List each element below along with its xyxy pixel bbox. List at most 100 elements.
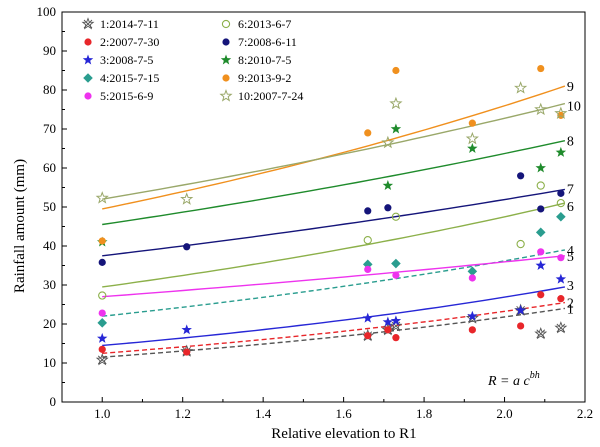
data-point [363,235,372,245]
data-point [392,66,400,75]
y-tick-label: 60 [43,160,56,175]
y-tick-label: 10 [43,355,56,370]
y-tick-label: 40 [43,238,56,253]
legend-label: 7:2008-6-11 [238,35,297,49]
legend-label: 10:2007-7-24 [238,89,303,103]
data-point [390,123,402,134]
fit-curves [102,85,566,358]
fit-curve [102,301,566,354]
x-tick-label: 1.0 [94,406,110,421]
data-point [364,332,372,340]
fit-curve [102,286,566,347]
data-point [384,204,392,212]
data-point [534,102,548,116]
data-point [535,227,546,238]
curve-number-label: 3 [567,279,574,294]
data-point [181,324,192,335]
formula-label: R = a cbh [487,370,540,389]
data-point [382,180,394,190]
fit-curve [102,255,565,298]
legend-label: 5:2015-6-9 [100,89,153,103]
legend-label: 9:2013-9-2 [238,71,291,85]
fit-curve [102,307,566,358]
data-point [95,353,109,366]
data-point [95,191,109,204]
data-point [392,334,400,342]
y-tick-label: 20 [43,316,56,331]
data-point [392,271,400,279]
y-tick-label: 70 [43,121,56,136]
legend-entry: 1:2014-7-11 [81,17,159,31]
data-point [557,254,565,262]
data-point [557,189,565,197]
formula-exponent: bh [530,370,540,381]
legend-marker [220,54,232,65]
legend-marker [82,54,94,65]
data-point [465,131,479,145]
data-point [362,259,373,270]
legend-label: 6:2013-6-7 [238,17,291,31]
data-point [554,321,568,334]
data-point [98,345,106,353]
curve-number-label: 7 [567,182,574,197]
data-point [362,312,373,323]
legend-marker [84,92,92,100]
legend-entry: 3:2008-7-5 [82,53,153,67]
data-point [537,64,545,73]
curve-number-label: 4 [567,244,574,259]
curve-labels: 12 3 45 6 7 8 9 10 [567,80,581,317]
x-tick-label: 1.4 [255,406,272,421]
curve-number-label: 2 [567,297,574,312]
data-points [95,64,568,366]
data-point [183,348,191,356]
legend-marker [221,19,231,29]
curve-number-label: 6 [567,200,574,215]
legend-marker [84,38,92,46]
legend-label: 1:2014-7-11 [100,17,159,31]
legend-label: 2:2007-7-30 [100,35,159,49]
data-point [535,260,546,270]
x-tick-label: 2.0 [496,406,512,421]
data-point [556,211,566,222]
formula-base: R = a c [487,374,530,389]
legend-label: 3:2008-7-5 [100,53,153,67]
y-tick-label: 90 [43,43,56,58]
data-point [381,135,395,149]
x-tick-label: 2.2 [577,406,593,421]
legend-label: 8:2010-7-5 [238,53,291,67]
data-point [537,205,545,213]
curve-number-label: 10 [567,100,581,115]
curve-number-label: 9 [567,80,574,95]
data-point [534,326,548,340]
data-point [98,309,106,317]
data-point [557,295,565,303]
fit-curve [102,102,566,200]
data-point [391,258,401,269]
data-point [364,207,372,215]
y-tick-label: 80 [43,82,56,97]
legend-entry: 2:2007-7-30 [84,35,159,49]
fit-curve [102,202,566,288]
legend-marker [222,38,230,46]
data-point [389,96,403,110]
axis-ticks: 0 10 20 30 40 50 60 70 80 90 100 1.0 1.2 1.4 1.6 1.8 2.0… [37,4,594,421]
data-point [97,318,108,328]
data-point [98,237,106,245]
data-point [390,315,402,326]
data-point [364,129,372,137]
data-point [517,172,525,180]
data-point [382,316,394,327]
data-point [468,119,476,127]
data-point [97,332,108,343]
x-tick-label: 1.6 [335,406,352,421]
data-point [98,291,107,300]
data-point [554,106,568,120]
y-axis-title: Rainfall amount (mm) [12,159,28,293]
y-tick-label: 50 [43,199,56,214]
legend-entry: 9:2013-9-2 [222,71,291,85]
legend-label: 4:2015-7-15 [100,71,159,85]
y-tick-label: 30 [43,277,56,292]
legend-entry: 8:2010-7-5 [220,53,291,67]
x-tick-label: 1.2 [175,406,191,421]
